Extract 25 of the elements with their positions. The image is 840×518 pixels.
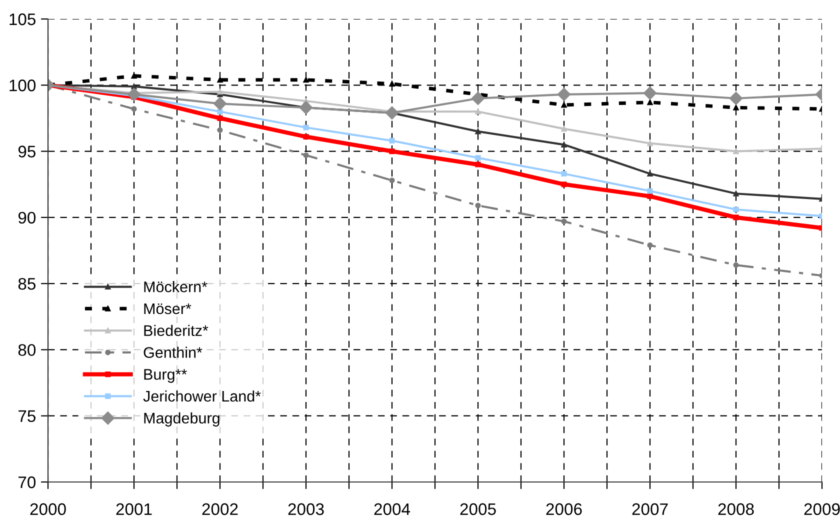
x-tick-label: 2008 <box>718 503 754 516</box>
y-tick-label: 105 <box>10 13 36 26</box>
legend-label: Möckern* <box>144 281 208 292</box>
legend-label: Magdeburg <box>144 412 220 427</box>
y-tick-label: 95 <box>18 146 36 158</box>
x-tick-label: 2004 <box>374 503 410 516</box>
x-tick-label: 2005 <box>460 503 496 516</box>
legend-label: Möser* <box>144 303 192 314</box>
y-tick-label: 90 <box>18 212 36 224</box>
x-tick-label: 2007 <box>632 503 668 516</box>
x-tick-label: 2002 <box>202 503 238 516</box>
y-tick-label: 80 <box>18 344 36 356</box>
legend-label: Burg** <box>144 369 187 383</box>
y-tick-label: 70 <box>18 476 36 488</box>
x-tick-label: 2009 <box>804 503 840 516</box>
legend-label: Biederitz* <box>144 324 208 336</box>
legend-label: Jerichower Land* <box>143 390 261 402</box>
x-tick-label: 2006 <box>546 503 582 516</box>
y-tick-label: 75 <box>18 410 36 422</box>
x-tick-label: 2001 <box>116 503 152 516</box>
y-tick-label: 85 <box>18 278 36 290</box>
legend-label: Genthin* <box>144 346 202 358</box>
x-tick-label: 2003 <box>288 503 324 516</box>
y-tick-label: 100 <box>10 80 36 92</box>
x-tick-label: 2000 <box>30 503 66 516</box>
